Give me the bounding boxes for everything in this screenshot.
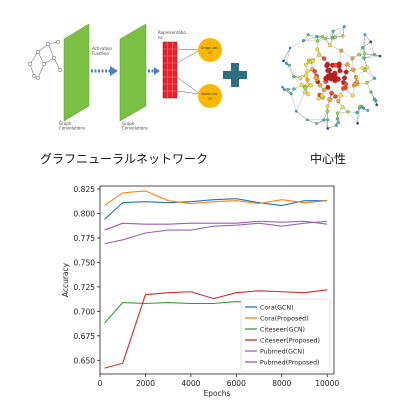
plot-frame <box>99 185 335 375</box>
input-graph-icon <box>28 40 62 80</box>
legend-label-0: Cora(GCN) <box>260 305 294 312</box>
y-tick-label: 0.775 <box>74 234 96 243</box>
node-level-output-icon <box>198 84 222 108</box>
series-line-5 <box>104 220 328 231</box>
graph-level-label: Graph-lev el <box>201 46 220 55</box>
x-tick-label: 4000 <box>181 379 200 388</box>
legend-label-4: Pubmed(GCN) <box>260 349 305 356</box>
x-tick-label: 8000 <box>272 379 291 388</box>
series-line-0 <box>104 198 328 220</box>
arrow-1-head-icon <box>110 66 118 76</box>
y-tick-label: 0.675 <box>74 332 96 341</box>
y-tick-label: 0.700 <box>74 307 96 316</box>
y-tick-label: 0.725 <box>74 283 96 292</box>
gcn-architecture-diagram: Graph Convolutions Activation Function G… <box>28 23 222 131</box>
series-line-3 <box>104 289 328 369</box>
middle-conv-label: Graph Convolutions <box>122 121 148 131</box>
y-tick-label: 0.825 <box>74 185 96 194</box>
graph-convolution-panel-1 <box>63 23 90 122</box>
plus-icon <box>223 63 247 87</box>
y-tick-label: 0.800 <box>74 209 96 218</box>
network-nodes <box>281 25 382 130</box>
centrality-network-icon <box>281 25 382 130</box>
accuracy-chart: 0.650 0.675 0.700 0.725 0.750 0.775 0.800 0.825… <box>61 185 339 398</box>
legend-label-5: Pubmed(Proposed) <box>260 360 320 367</box>
graph-convolution-panel-2 <box>119 23 147 122</box>
node-level-label: Node-lev el <box>201 92 218 101</box>
legend-label-3: Citeseer(Proposed) <box>260 338 320 345</box>
legend-label-2: Citeseer(GCN) <box>260 327 305 334</box>
representation-grid-icon <box>162 41 178 99</box>
y-tick-label: 0.650 <box>74 356 96 365</box>
series-line-1 <box>104 190 328 207</box>
representation-label: Representatio ns <box>158 30 187 40</box>
gnn-caption: グラフニューラルネットワーク <box>40 152 209 166</box>
x-tick-label: 0 <box>98 379 103 388</box>
activation-label: Activation Function <box>92 46 113 56</box>
graph-level-output-icon <box>198 38 222 62</box>
x-tick-label: 6000 <box>227 379 246 388</box>
legend-box <box>240 298 331 372</box>
x-tick-label: 2000 <box>136 379 155 388</box>
x-tick-label: 10000 <box>315 379 339 388</box>
series-line-4 <box>104 220 328 245</box>
y-axis-label: Accuracy <box>61 262 70 297</box>
input-conv-label: Graph Convolutions <box>59 121 85 131</box>
legend-label-1: Cora(Proposed) <box>260 316 309 323</box>
output-connections <box>176 48 201 95</box>
x-axis-label: Epochs <box>204 389 231 398</box>
y-tick-label: 0.750 <box>74 258 96 267</box>
arrow-2-head-icon <box>154 67 160 75</box>
centrality-caption: 中心性 <box>310 152 347 166</box>
